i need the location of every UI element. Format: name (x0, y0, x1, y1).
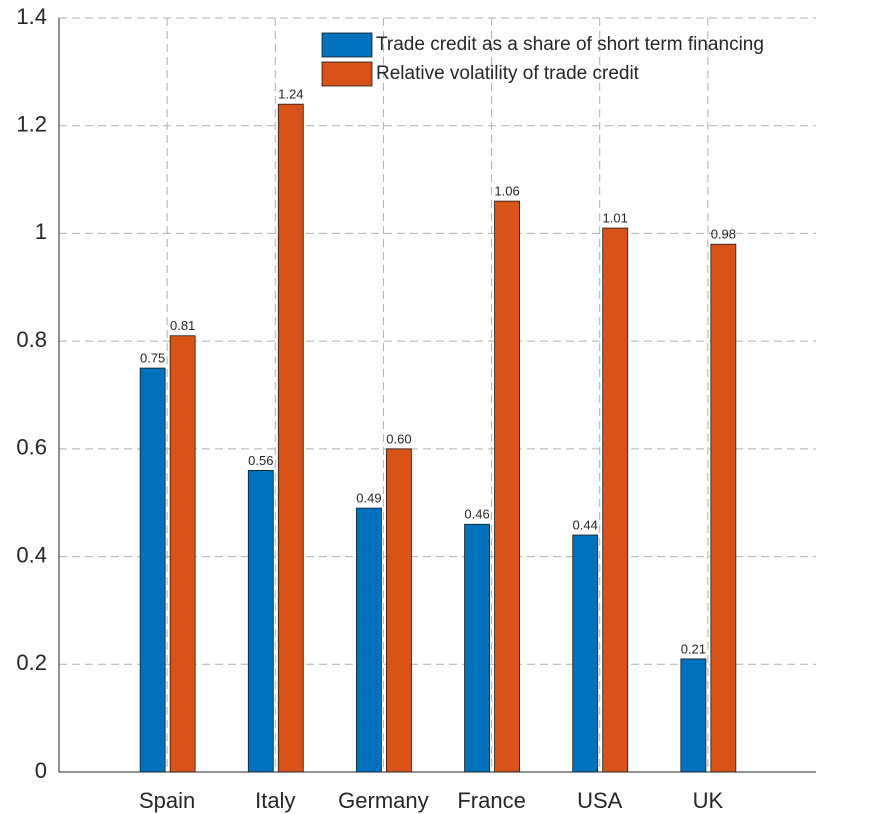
bar (710, 243, 737, 773)
data-label: 0.56 (248, 453, 273, 468)
data-label: 1.06 (494, 184, 519, 199)
x-tick-label: USA (577, 788, 623, 813)
data-label: 0.98 (711, 227, 736, 242)
x-tick-label: Germany (338, 788, 428, 813)
data-label: 1.24 (278, 87, 303, 102)
bar (356, 507, 382, 773)
bar (247, 469, 274, 773)
y-tick-label: 1.2 (16, 112, 47, 137)
bar (494, 200, 520, 773)
y-tick-label: 0 (35, 758, 47, 783)
legend-label: Trade credit as a share of short term fi… (376, 34, 764, 55)
data-label: 1.01 (603, 210, 628, 225)
legend-swatch (321, 32, 373, 58)
bar (139, 367, 166, 773)
bar (277, 103, 304, 773)
bar (572, 534, 599, 773)
data-label: 0.60 (386, 431, 411, 446)
x-tick-label: Spain (139, 788, 195, 813)
bar (386, 448, 412, 773)
y-tick-label: 0.4 (16, 542, 47, 567)
data-label: 0.75 (140, 351, 165, 366)
y-tick-label: 1.4 (16, 4, 47, 29)
bar (464, 523, 490, 773)
data-label: 0.44 (573, 517, 598, 532)
legend-swatch (321, 61, 373, 87)
data-label: 0.49 (356, 491, 381, 506)
bar (169, 335, 196, 773)
y-tick-label: 0.6 (16, 435, 47, 460)
y-tick-label: 0.8 (16, 327, 47, 352)
legend-label: Relative volatility of trade credit (376, 63, 640, 84)
x-tick-label: France (457, 788, 525, 813)
data-label: 0.21 (681, 641, 706, 656)
y-tick-label: 0.2 (16, 650, 47, 675)
bar (680, 658, 707, 773)
data-label: 0.46 (464, 507, 489, 522)
bar (602, 227, 629, 773)
y-tick-label: 1 (35, 219, 47, 244)
x-tick-label: Italy (255, 788, 295, 813)
x-tick-label: UK (693, 788, 724, 813)
data-label: 0.81 (170, 318, 195, 333)
